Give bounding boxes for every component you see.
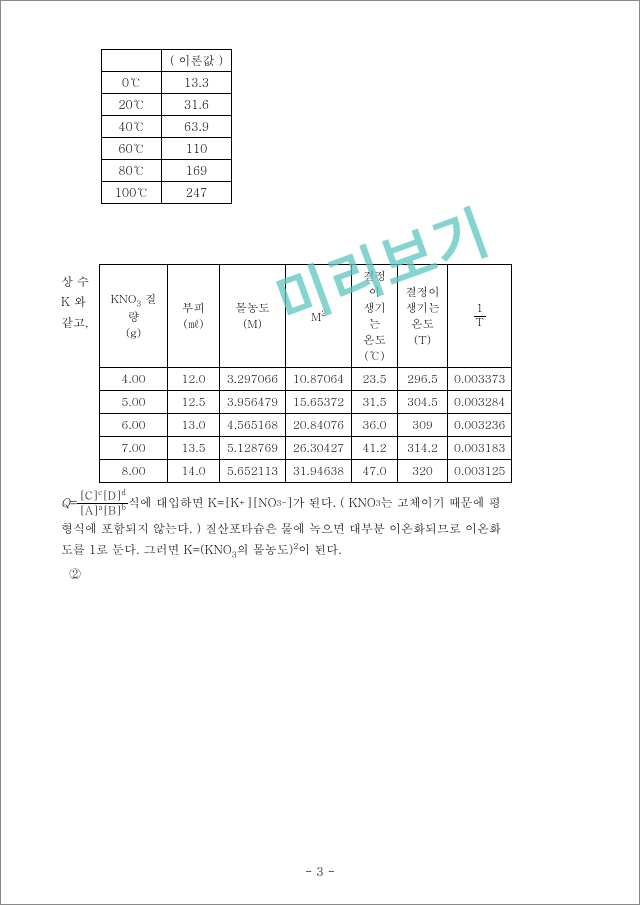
side-label-line: 상 수 — [61, 272, 99, 292]
table-row: 100℃247 — [102, 182, 232, 204]
table-cell: 23.5 — [352, 368, 398, 391]
table-cell: 0.003125 — [448, 460, 512, 483]
superscript: + — [239, 496, 246, 511]
text-segment: 식에 대입하면 K=[K — [128, 492, 239, 514]
theoretical-values-table: ( 이론값 ) 0℃13.3 20℃31.6 40℃63.9 60℃110 80… — [101, 49, 232, 204]
table-cell: 296.5 — [398, 368, 448, 391]
table-cell: 40℃ — [102, 116, 162, 138]
table-cell: 3.297066 — [220, 368, 286, 391]
table-cell: 36.0 — [352, 414, 398, 437]
table-row: 7.0013.55.12876926.3042741.2314.20.00318… — [100, 437, 512, 460]
table-row: 5.0012.53.95647915.6537231.5304.50.00328… — [100, 391, 512, 414]
table-cell: 304.5 — [398, 391, 448, 414]
table-header-row: KNO3 질량 (g) 부피(㎖) 몰농도(M) M2 결정이 생기는 온도 (… — [100, 265, 512, 368]
equals-sign: = — [70, 492, 78, 514]
page-number: - 3 - — [1, 863, 639, 880]
table-header-cell: 결정이 생기는 온도(T) — [398, 265, 448, 368]
table-cell: 12.0 — [168, 368, 220, 391]
table-cell: 4.00 — [100, 368, 168, 391]
table-cell: 13.5 — [168, 437, 220, 460]
table-cell: 320 — [398, 460, 448, 483]
table-cell: 4.565168 — [220, 414, 286, 437]
table-cell: 20.84076 — [286, 414, 352, 437]
table-cell: 41.2 — [352, 437, 398, 460]
circled-number: ② — [69, 563, 579, 585]
table-cell: 13.0 — [168, 414, 220, 437]
table-header-cell: 결정이 생기는 온도 (℃) — [352, 265, 398, 368]
table-cell: 15.65372 — [286, 391, 352, 414]
table-cell: 5.652113 — [220, 460, 286, 483]
text-segment: ]가 된다. ( KNO — [287, 492, 376, 514]
table-cell: 14.0 — [168, 460, 220, 483]
table-header-cell — [102, 50, 162, 72]
formula-fraction: [C]c[D]d [A]a[B]b — [77, 489, 128, 518]
table-header-cell: 부피(㎖) — [168, 265, 220, 368]
table-row: 8.0014.05.65211331.9463847.03200.003125 — [100, 460, 512, 483]
table-cell: 60℃ — [102, 138, 162, 160]
text-segment: ][NO — [246, 492, 276, 514]
table-cell: 6.00 — [100, 414, 168, 437]
table-cell: 0.003236 — [448, 414, 512, 437]
formula-Q: Q — [61, 492, 70, 514]
table-header-cell: 1 T — [448, 265, 512, 368]
table-cell: 8.00 — [100, 460, 168, 483]
text-segment: 는 고체이기 때문에 평 — [381, 492, 501, 514]
table-row: 80℃169 — [102, 160, 232, 182]
text-segment: 도를 1로 둔다. 그러면 K=(KNO — [61, 541, 232, 558]
side-label-line: K 와 — [61, 292, 99, 312]
table-cell: 63.9 — [162, 116, 232, 138]
table-cell: 110 — [162, 138, 232, 160]
table-cell: 100℃ — [102, 182, 162, 204]
table-cell: 309 — [398, 414, 448, 437]
table-cell: 20℃ — [102, 94, 162, 116]
table-cell: 31.94638 — [286, 460, 352, 483]
table-cell: 31.5 — [352, 391, 398, 414]
table-cell: 3.956479 — [220, 391, 286, 414]
experiment-data-table: KNO3 질량 (g) 부피(㎖) 몰농도(M) M2 결정이 생기는 온도 (… — [99, 264, 512, 483]
table-row: 20℃31.6 — [102, 94, 232, 116]
table-cell: 0.003183 — [448, 437, 512, 460]
table-header-cell: M2 — [286, 265, 352, 368]
table-row: ( 이론값 ) — [102, 50, 232, 72]
side-label-line: 같고, — [61, 313, 99, 333]
text-segment: 이 된다. — [298, 541, 342, 558]
table-header-cell: KNO3 질량 (g) — [100, 265, 168, 368]
text-segment: 의 몰농도) — [237, 541, 294, 558]
table-row: 0℃13.3 — [102, 72, 232, 94]
table-cell: 169 — [162, 160, 232, 182]
table-row: 40℃63.9 — [102, 116, 232, 138]
table-cell: 31.6 — [162, 94, 232, 116]
table-header-cell: 몰농도(M) — [220, 265, 286, 368]
table-cell: 5.128769 — [220, 437, 286, 460]
table-header-cell: ( 이론값 ) — [162, 50, 232, 72]
table-cell: 0.003284 — [448, 391, 512, 414]
table-cell: 5.00 — [100, 391, 168, 414]
table-cell: 10.87064 — [286, 368, 352, 391]
table-cell: 247 — [162, 182, 232, 204]
body-line: 형식에 포함되지 않는다. ) 질산포타슘은 물에 녹으면 대부분 이온화되므로… — [61, 518, 579, 540]
table-row: 6.0013.04.56516820.8407636.03090.003236 — [100, 414, 512, 437]
table-cell: 7.00 — [100, 437, 168, 460]
table-cell: 0℃ — [102, 72, 162, 94]
table-cell: 26.30427 — [286, 437, 352, 460]
table-cell: 80℃ — [102, 160, 162, 182]
table-row: 4.0012.03.29706610.8706423.5296.50.00337… — [100, 368, 512, 391]
table-cell: 47.0 — [352, 460, 398, 483]
table-cell: 13.3 — [162, 72, 232, 94]
side-label: 상 수 K 와 같고, — [61, 264, 99, 333]
table-row: 60℃110 — [102, 138, 232, 160]
table-cell: 314.2 — [398, 437, 448, 460]
table-cell: 12.5 — [168, 391, 220, 414]
body-text: Q = [C]c[D]d [A]a[B]b 식에 대입하면 K=[K+][NO3… — [61, 489, 579, 584]
table-cell: 0.003373 — [448, 368, 512, 391]
